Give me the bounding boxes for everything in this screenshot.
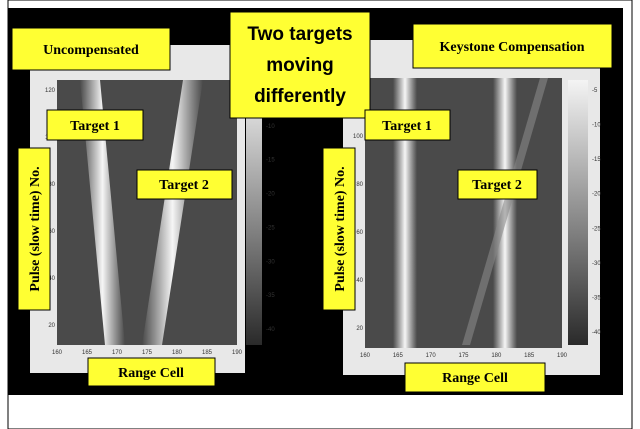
y-tick-label: 60 <box>356 230 363 236</box>
x-tick-label: 190 <box>232 350 243 356</box>
colorbar-tick-label: -20 <box>592 192 601 198</box>
colorbar-tick-label: -35 <box>266 293 275 299</box>
x-tick-label: 170 <box>426 353 437 359</box>
axis-label: Range Cell <box>442 371 508 386</box>
title-line: Two targets <box>247 24 352 45</box>
x-tick-label: 185 <box>202 350 213 356</box>
colorbar <box>568 80 588 345</box>
x-tick-label: 165 <box>393 353 404 359</box>
y-tick-label: 120 <box>45 88 56 94</box>
colorbar-tick-label: -15 <box>592 157 601 163</box>
colorbar-tick-label: -25 <box>266 225 275 231</box>
y-tick-label: 20 <box>48 323 55 329</box>
colorbar-tick-label: -25 <box>592 226 601 232</box>
axis-label: Pulse (slow time) No. <box>333 166 348 291</box>
panel-label: Keystone Compensation <box>439 40 584 55</box>
right-panel <box>343 40 600 375</box>
target-label: Target 2 <box>159 178 209 193</box>
target-label: Target 2 <box>472 178 522 193</box>
colorbar-tick-label: -35 <box>592 295 601 301</box>
colorbar-tick-label: -20 <box>266 192 275 198</box>
colorbar-tick-label: -5 <box>592 88 598 94</box>
x-tick-label: 180 <box>491 353 502 359</box>
colorbar-tick-label: -15 <box>266 158 275 164</box>
x-tick-label: 185 <box>524 353 535 359</box>
axis-label: Range Cell <box>118 366 184 381</box>
colorbar-tick-label: -30 <box>592 261 601 267</box>
y-tick-label: 20 <box>356 326 363 332</box>
colorbar <box>246 80 262 345</box>
y-tick-label: 40 <box>356 278 363 284</box>
x-tick-label: 165 <box>82 350 93 356</box>
x-tick-label: 175 <box>142 350 153 356</box>
x-tick-label: 170 <box>112 350 123 356</box>
x-tick-label: 190 <box>557 353 568 359</box>
x-tick-label: 180 <box>172 350 183 356</box>
y-tick-label: 80 <box>356 182 363 188</box>
colorbar-tick-label: -10 <box>266 124 275 130</box>
x-tick-label: 160 <box>360 353 371 359</box>
colorbar-tick-label: -10 <box>592 123 601 129</box>
colorbar-tick-label: -40 <box>592 330 601 336</box>
screenshot: 160 165 170 175 180 185 190 120 100 80 60 40 20 -5 -10… <box>0 0 640 429</box>
left-panel <box>30 45 262 373</box>
title-line: differently <box>254 86 346 107</box>
panel-label: Uncompensated <box>43 43 139 58</box>
title-line: moving <box>266 55 334 76</box>
target-label: Target 1 <box>382 119 432 134</box>
y-tick-label: 100 <box>353 134 364 140</box>
axis-label: Pulse (slow time) No. <box>28 166 43 291</box>
target-label: Target 1 <box>70 119 120 134</box>
colorbar-tick-label: -30 <box>266 259 275 265</box>
colorbar-tick-label: -40 <box>266 327 275 333</box>
x-tick-label: 175 <box>458 353 469 359</box>
x-tick-label: 160 <box>52 350 63 356</box>
